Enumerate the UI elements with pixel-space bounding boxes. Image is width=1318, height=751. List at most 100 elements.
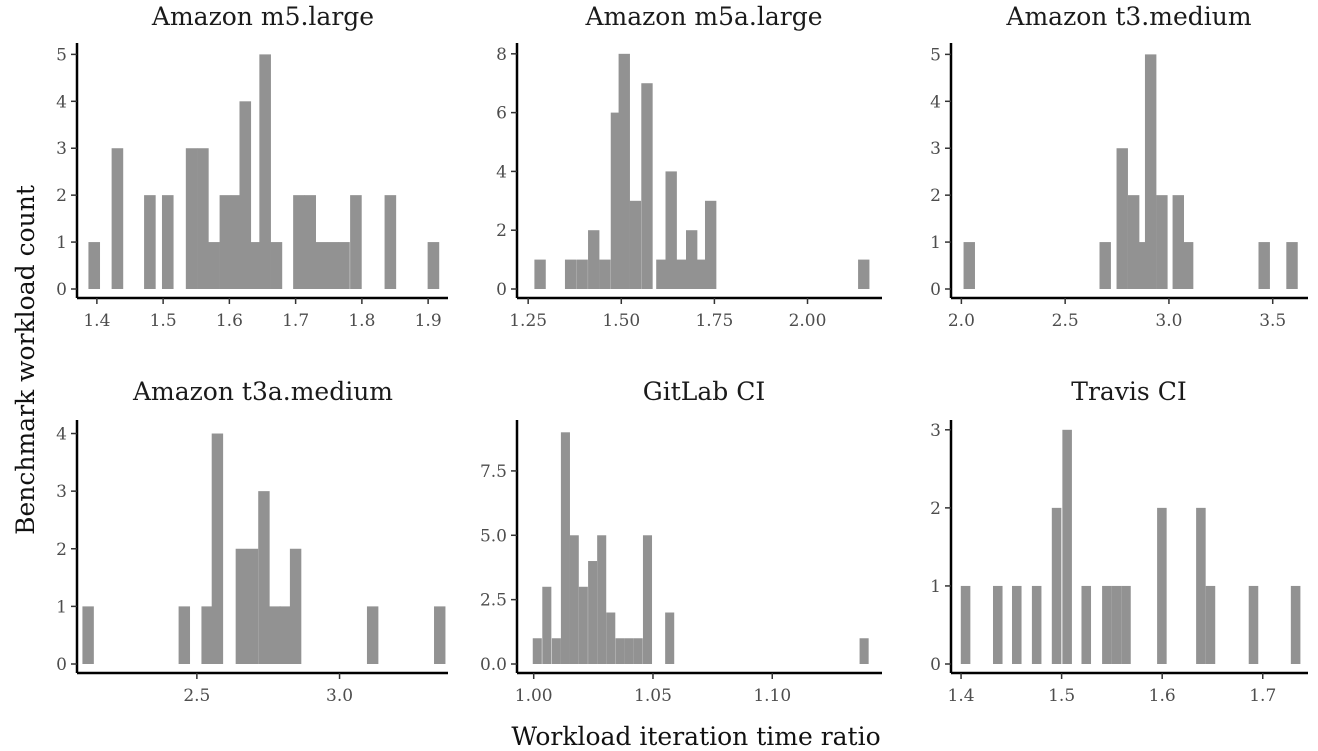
histogram-bar bbox=[197, 148, 209, 289]
y-tick-label: 5 bbox=[56, 45, 67, 65]
y-axis-label: Benchmark workload count bbox=[11, 185, 40, 535]
histogram-bar bbox=[304, 195, 316, 289]
histogram-bar bbox=[1127, 195, 1140, 289]
x-tick-label: 2.5 bbox=[183, 686, 210, 706]
y-tick-label: 1 bbox=[930, 233, 941, 253]
histogram-bar bbox=[427, 242, 440, 289]
y-tick-label: 4 bbox=[56, 425, 67, 445]
panel-title: Amazon t3a.medium bbox=[132, 377, 393, 406]
histogram-bar bbox=[111, 148, 124, 289]
y-tick-label: 0 bbox=[56, 655, 67, 675]
histogram-bar bbox=[569, 535, 579, 664]
histogram-bar bbox=[1116, 148, 1128, 289]
histogram-bar bbox=[686, 230, 698, 289]
histogram-bar bbox=[1111, 585, 1122, 664]
histogram-bar bbox=[259, 54, 271, 289]
x-tick-label: 1.5 bbox=[150, 311, 177, 331]
x-tick-label: 1.5 bbox=[1048, 686, 1075, 706]
histogram-bar bbox=[235, 548, 248, 664]
x-tick-label: 3.0 bbox=[1155, 311, 1182, 331]
histogram-bar bbox=[219, 195, 232, 289]
x-tick-label: 1.50 bbox=[602, 311, 640, 331]
histogram-bar bbox=[610, 112, 623, 289]
histogram-bar bbox=[674, 259, 687, 289]
histogram-bar bbox=[1172, 195, 1184, 289]
y-tick-label: 2 bbox=[496, 221, 507, 241]
histogram-bar bbox=[992, 585, 1003, 664]
y-tick-label: 2 bbox=[56, 186, 67, 206]
panel-title: GitLab CI bbox=[643, 377, 765, 406]
histogram-bar bbox=[161, 195, 174, 289]
y-tick-label: 5.0 bbox=[480, 526, 507, 546]
y-tick-label: 2 bbox=[56, 540, 67, 560]
y-tick-label: 0.0 bbox=[480, 655, 507, 675]
y-tick-label: 1 bbox=[56, 233, 67, 253]
histogram-bar bbox=[1135, 242, 1148, 289]
x-tick-label: 2.0 bbox=[948, 311, 975, 331]
histogram-bar bbox=[434, 606, 446, 664]
histogram-bar bbox=[618, 53, 630, 289]
histogram-bar bbox=[1051, 507, 1062, 664]
histogram-bar bbox=[1099, 242, 1111, 289]
histogram-bar bbox=[597, 535, 607, 664]
histogram-bar bbox=[1181, 242, 1194, 289]
histogram-bar bbox=[665, 612, 675, 664]
panel-title: Amazon t3.medium bbox=[1005, 2, 1251, 31]
histogram-bar bbox=[1205, 585, 1216, 664]
histogram-bar bbox=[289, 548, 302, 664]
histogram-bar bbox=[564, 259, 577, 289]
histogram-bar bbox=[185, 148, 198, 289]
y-tick-label: 4 bbox=[930, 92, 941, 112]
histogram-bar bbox=[963, 242, 975, 289]
x-tick-label: 1.25 bbox=[509, 311, 547, 331]
histogram-bar bbox=[858, 259, 870, 289]
histogram-bar bbox=[1011, 585, 1022, 664]
y-tick-label: 1 bbox=[930, 577, 941, 597]
y-tick-label: 8 bbox=[496, 45, 507, 65]
histogram-bar bbox=[384, 195, 397, 289]
histogram-bar bbox=[695, 259, 708, 289]
x-tick-label: 1.00 bbox=[515, 686, 553, 706]
y-tick-label: 1 bbox=[56, 597, 67, 617]
histogram-bar bbox=[1031, 585, 1042, 664]
histogram-bar bbox=[656, 259, 668, 289]
facet-panel: Amazon m5a.large 0 2 4 6 8 1.25 1.50 1.75 2.00 bbox=[496, 2, 882, 331]
histogram-bar bbox=[578, 586, 588, 664]
histogram-bar bbox=[246, 548, 259, 664]
x-tick-label: 1.10 bbox=[753, 686, 791, 706]
x-tick-label: 3.0 bbox=[326, 686, 353, 706]
x-tick-label: 3.5 bbox=[1259, 311, 1286, 331]
x-tick-label: 1.8 bbox=[348, 311, 375, 331]
histogram-bar bbox=[258, 491, 270, 664]
histogram-bar bbox=[211, 433, 224, 664]
histogram-bar bbox=[1248, 585, 1259, 664]
histogram-bar bbox=[641, 83, 653, 289]
panel-title: Travis CI bbox=[1071, 377, 1186, 406]
histogram-bar bbox=[178, 606, 191, 664]
histogram-bar bbox=[606, 612, 616, 664]
panel-title: Amazon m5.large bbox=[151, 2, 374, 31]
histogram-bar bbox=[551, 638, 561, 664]
x-tick-label: 1.4 bbox=[948, 686, 975, 706]
histogram-bar bbox=[270, 242, 283, 289]
y-tick-label: 4 bbox=[496, 162, 507, 182]
histogram-bar bbox=[1290, 585, 1301, 664]
y-tick-label: 3 bbox=[930, 139, 941, 159]
histogram-bar bbox=[315, 242, 328, 289]
histogram-bar bbox=[82, 606, 94, 664]
y-tick-label: 7.5 bbox=[480, 462, 507, 482]
x-tick-label: 1.7 bbox=[1249, 686, 1276, 706]
y-tick-label: 0 bbox=[930, 280, 941, 300]
histogram-bar bbox=[859, 638, 869, 664]
x-tick-label: 1.7 bbox=[282, 311, 309, 331]
x-axis-label: Workload iteration time ratio bbox=[511, 722, 880, 751]
histogram-bar bbox=[633, 638, 643, 664]
x-tick-label: 1.6 bbox=[1149, 686, 1176, 706]
facet-panel: Amazon t3.medium 0 1 2 3 4 5 2.0 2.5 3.0 3.5 bbox=[930, 2, 1308, 331]
histogram-bar bbox=[293, 195, 305, 289]
y-tick-label: 5 bbox=[930, 45, 941, 65]
histogram-bar bbox=[1121, 585, 1131, 664]
histogram-bar bbox=[1156, 195, 1168, 289]
histogram-bar bbox=[366, 606, 379, 664]
histogram-bar bbox=[624, 638, 634, 664]
